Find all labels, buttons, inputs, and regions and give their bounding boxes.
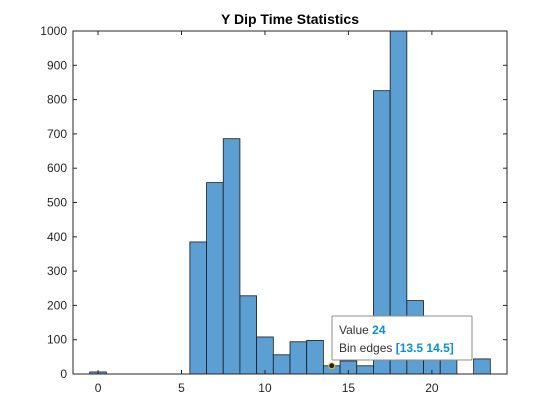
y-tick-label: 800 <box>47 93 67 107</box>
histogram-bar[interactable] <box>474 359 491 374</box>
chart-title: Y Dip Time Statistics <box>221 11 359 27</box>
histogram-bar[interactable] <box>290 342 307 374</box>
datatip-edges-label: Bin edges <box>339 341 396 355</box>
datatip-edges-value: [13.5 14.5] <box>396 341 454 355</box>
x-tick-label: 5 <box>178 381 185 395</box>
histogram-bar[interactable] <box>257 337 274 374</box>
datatip-edges-row: Bin edges [13.5 14.5] <box>339 341 454 355</box>
y-tick-label: 700 <box>47 127 67 141</box>
histogram-bar[interactable] <box>307 340 324 374</box>
y-tick-label: 600 <box>47 161 67 175</box>
datatip-value: 24 <box>372 323 386 337</box>
datatip-value-label: Value <box>339 323 372 337</box>
datatip-marker[interactable] <box>329 363 335 369</box>
y-tick-label: 200 <box>47 298 67 312</box>
y-tick-label: 100 <box>47 333 67 347</box>
histogram-bar[interactable] <box>207 183 224 374</box>
y-tick-label: 1000 <box>40 24 67 38</box>
x-tick-label: 10 <box>258 381 272 395</box>
y-tick-label: 500 <box>47 196 67 210</box>
y-tick-label: 900 <box>47 58 67 72</box>
x-tick-label: 0 <box>95 381 102 395</box>
histogram-bar[interactable] <box>273 355 290 374</box>
x-tick-label: 20 <box>425 381 439 395</box>
histogram-bar[interactable] <box>223 139 240 374</box>
y-tick-label: 0 <box>60 367 67 381</box>
histogram-bar[interactable] <box>190 242 207 374</box>
y-tick-label: 300 <box>47 264 67 278</box>
histogram-bar[interactable] <box>357 366 374 374</box>
histogram-bar[interactable] <box>240 296 257 374</box>
x-tick-label: 15 <box>342 381 356 395</box>
y-tick-label: 400 <box>47 230 67 244</box>
datatip-value-row: Value 24 <box>339 323 386 337</box>
